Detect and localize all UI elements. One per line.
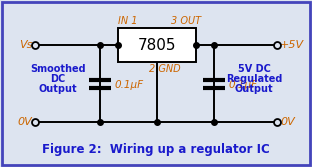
Text: Figure 2:  Wiring up a regulator IC: Figure 2: Wiring up a regulator IC <box>42 143 270 156</box>
Text: 3 OUT: 3 OUT <box>171 16 201 26</box>
Text: 0.1μF: 0.1μF <box>228 80 257 91</box>
Text: IN 1: IN 1 <box>118 16 138 26</box>
Text: 0V: 0V <box>17 117 32 127</box>
Text: Smoothed: Smoothed <box>30 64 86 74</box>
Text: 0.1μF: 0.1μF <box>114 80 143 91</box>
Bar <box>118 28 196 62</box>
Text: 0V: 0V <box>280 117 295 127</box>
Text: Vs: Vs <box>19 40 32 50</box>
Text: +5V: +5V <box>280 40 304 50</box>
Text: Regulated: Regulated <box>226 74 282 85</box>
Text: 5V DC: 5V DC <box>237 64 271 74</box>
Text: Output: Output <box>235 85 273 95</box>
Text: DC: DC <box>50 74 66 85</box>
Text: 7805: 7805 <box>138 38 176 52</box>
Text: Output: Output <box>39 85 77 95</box>
Text: 2 GND: 2 GND <box>149 64 181 74</box>
